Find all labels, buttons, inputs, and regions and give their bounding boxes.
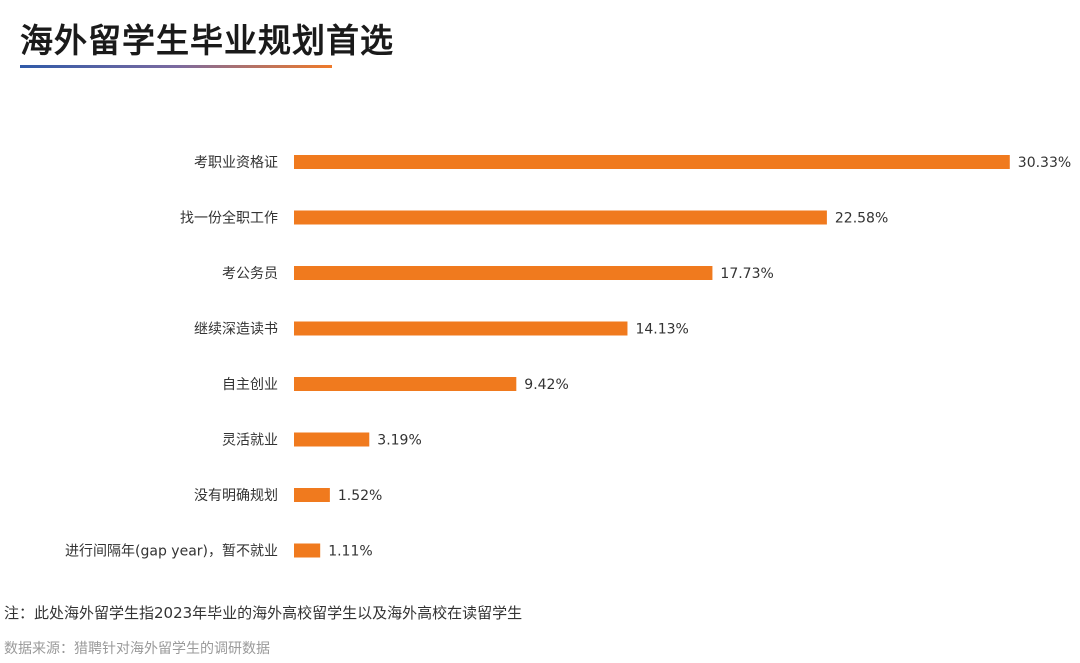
value-label: 3.19% — [377, 433, 421, 449]
value-label: 1.11% — [328, 544, 372, 560]
category-label: 考职业资格证 — [194, 155, 278, 171]
bar — [294, 155, 1010, 169]
category-label: 继续深造读书 — [194, 321, 278, 338]
bar-chart: 考职业资格证 30.33% 找一份全职工作 22.58% 考公务员 17.73% 继续深造读… — [65, 155, 1071, 560]
value-label: 1.52% — [338, 488, 382, 504]
category-label: 自主创业 — [222, 377, 278, 393]
bar — [294, 266, 713, 280]
bar — [294, 321, 628, 336]
category-label: 灵活就业 — [222, 433, 278, 449]
category-label: 找一份全职工作 — [180, 210, 278, 227]
bar — [294, 377, 517, 391]
footnote: 注：此处海外留学生指2023年毕业的海外高校留学生以及海外高校在读留学生 — [4, 604, 523, 622]
value-label: 14.13% — [635, 322, 688, 338]
data-source: 数据来源：猎聘针对海外留学生的调研数据 — [4, 641, 270, 657]
category-label: 进行间隔年(gap year)，暂不就业 — [65, 544, 278, 560]
page-title: 海外留学生毕业规划首选 — [20, 21, 394, 60]
bar — [294, 432, 370, 447]
category-label: 没有明确规划 — [194, 488, 278, 504]
value-label: 30.33% — [1018, 155, 1071, 171]
value-label: 9.42% — [524, 377, 568, 393]
value-label: 22.58% — [835, 211, 888, 227]
title-underline — [20, 65, 332, 68]
category-label: 考公务员 — [222, 266, 278, 282]
bar — [294, 210, 827, 225]
value-label: 17.73% — [720, 266, 773, 282]
bar — [294, 543, 321, 558]
bar — [294, 488, 330, 502]
